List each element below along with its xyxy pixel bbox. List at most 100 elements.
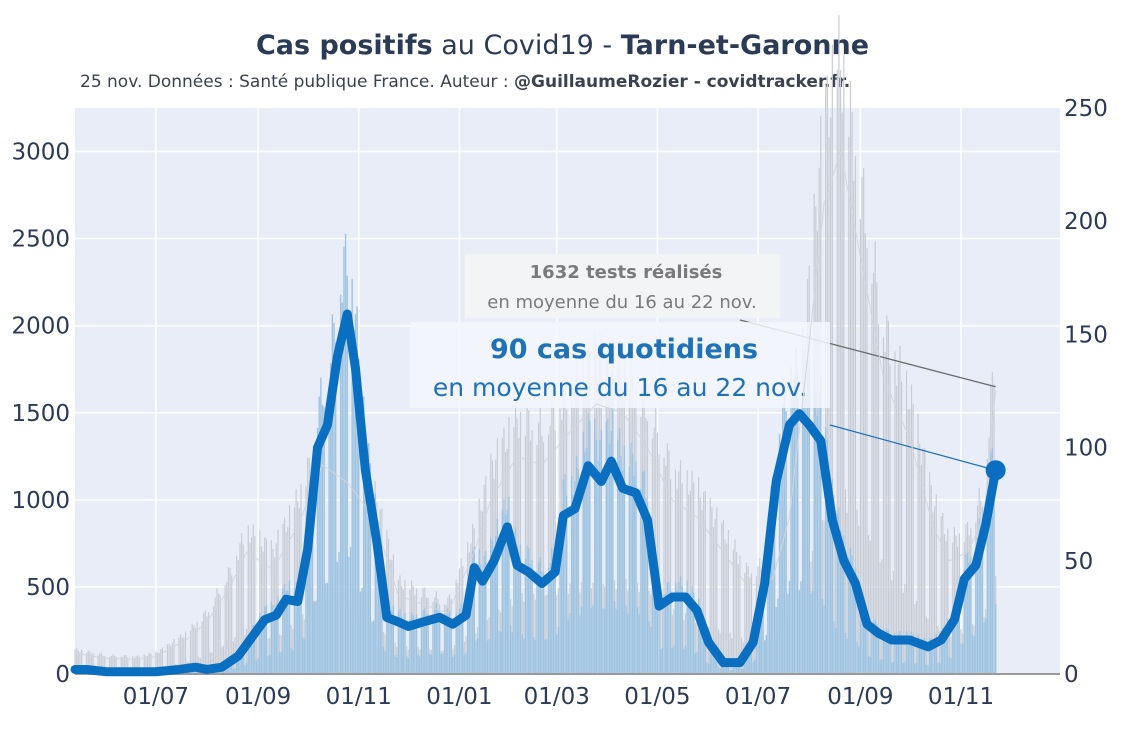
cases-avg-line bbox=[70, 309, 1001, 677]
cases-bar bbox=[272, 604, 274, 674]
cases-bar bbox=[277, 595, 279, 674]
tests-bar bbox=[179, 634, 182, 674]
cases-bar bbox=[617, 439, 619, 674]
tests-bar bbox=[534, 599, 536, 674]
cases-bar bbox=[815, 388, 817, 674]
cases-bar bbox=[308, 500, 310, 674]
cases-bar bbox=[701, 619, 703, 674]
cases-bar bbox=[239, 649, 241, 674]
tests-bar bbox=[110, 656, 112, 674]
tests-bar bbox=[727, 529, 729, 674]
cases-bar bbox=[570, 475, 573, 674]
tests-bar bbox=[526, 406, 528, 674]
cases-bar bbox=[333, 322, 335, 674]
cases-bar bbox=[646, 501, 649, 674]
cases-bar bbox=[358, 359, 360, 674]
cases-bar bbox=[457, 616, 459, 674]
tests-bar bbox=[848, 136, 850, 674]
cases-bar bbox=[326, 582, 329, 674]
cases-bar bbox=[620, 456, 622, 674]
tests-bar bbox=[247, 525, 249, 674]
tests-bar bbox=[666, 443, 668, 674]
tests-bar bbox=[76, 647, 78, 674]
tests-bar bbox=[881, 559, 883, 674]
tests-bar bbox=[935, 494, 937, 674]
cases-bar bbox=[374, 493, 376, 674]
tests-bar bbox=[684, 613, 687, 674]
cases-bar bbox=[663, 593, 665, 674]
tests-bar bbox=[264, 537, 266, 674]
cases-bar bbox=[371, 621, 373, 674]
tests-bar bbox=[222, 645, 225, 674]
right-tick-label: 100 bbox=[1064, 436, 1108, 462]
tests-bar bbox=[241, 533, 243, 674]
cases-bar bbox=[447, 608, 449, 674]
cases-bar bbox=[222, 671, 225, 674]
tests-bar bbox=[750, 573, 753, 674]
tests-bar bbox=[203, 612, 205, 674]
cases-bar bbox=[523, 638, 525, 674]
cases-bar bbox=[244, 665, 246, 674]
cases-bar bbox=[293, 588, 296, 674]
cases-bar bbox=[516, 546, 518, 674]
tests-bar bbox=[876, 282, 878, 674]
right-tick-label: 0 bbox=[1064, 662, 1079, 688]
tests-bar bbox=[674, 469, 677, 674]
cases-bar bbox=[707, 663, 710, 674]
tests-bar bbox=[938, 630, 941, 674]
cases-bar bbox=[773, 480, 776, 674]
cases-bar bbox=[825, 427, 827, 674]
cases-bar bbox=[658, 600, 660, 674]
tests-bar bbox=[691, 470, 693, 674]
tests-bar bbox=[696, 619, 698, 674]
cases-bar bbox=[584, 452, 586, 674]
tests-bar bbox=[660, 602, 662, 674]
tests-bar bbox=[80, 649, 83, 674]
cases-bar bbox=[409, 619, 411, 674]
cases-bar bbox=[504, 514, 507, 674]
tests-bar bbox=[932, 512, 934, 674]
cases-bar bbox=[396, 657, 398, 674]
tests-bar bbox=[739, 555, 741, 674]
cases-bar bbox=[235, 654, 238, 674]
tests-bar bbox=[736, 551, 738, 674]
tests-bar bbox=[656, 432, 659, 674]
cases-bar bbox=[932, 641, 934, 674]
x-tick-label: 01/09 bbox=[827, 684, 893, 710]
cases-bar bbox=[980, 524, 982, 674]
cases-bar bbox=[433, 609, 436, 674]
cases-bar bbox=[630, 442, 632, 674]
cases-bar bbox=[499, 631, 502, 674]
cases-bar bbox=[529, 563, 532, 674]
tests-bar bbox=[231, 575, 233, 674]
cases-bar bbox=[666, 582, 669, 674]
cases-bar bbox=[353, 330, 355, 674]
cases-bar bbox=[853, 571, 855, 674]
cases-bar bbox=[303, 638, 306, 674]
tests-bar bbox=[872, 272, 875, 674]
cases-bar bbox=[262, 616, 264, 674]
tests-bar bbox=[193, 625, 195, 674]
cases-bar bbox=[427, 613, 429, 674]
chart-subtitle: 25 nov. Données : Santé publique France.… bbox=[80, 72, 850, 92]
tests-bar bbox=[823, 520, 825, 674]
cases-bar bbox=[968, 562, 970, 674]
cases-bar bbox=[904, 661, 906, 674]
cases-bar bbox=[975, 555, 977, 674]
cases-bar bbox=[805, 394, 807, 674]
tests-bar bbox=[701, 509, 703, 674]
cases-bar bbox=[526, 545, 528, 674]
cases-bar bbox=[645, 497, 647, 674]
tests-bar bbox=[519, 411, 522, 674]
cases-bar bbox=[541, 570, 543, 674]
cases-bar bbox=[483, 555, 485, 674]
cases-bar bbox=[501, 509, 504, 674]
tests-bar bbox=[863, 168, 865, 675]
tests-bar bbox=[138, 656, 140, 674]
left-tick-label: 1500 bbox=[11, 401, 70, 427]
cases-bar bbox=[275, 604, 277, 674]
cases-bar bbox=[549, 563, 551, 674]
cases-bar bbox=[265, 605, 268, 674]
cases-bar bbox=[237, 654, 240, 674]
cases-bar bbox=[315, 600, 317, 674]
